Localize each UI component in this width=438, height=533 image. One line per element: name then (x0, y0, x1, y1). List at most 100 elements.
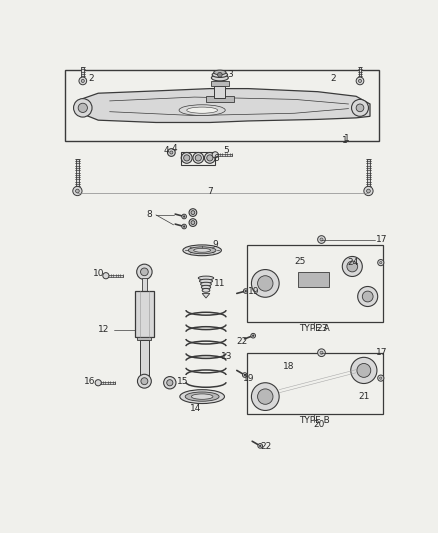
Text: 22: 22 (237, 337, 248, 346)
Ellipse shape (188, 247, 216, 254)
Ellipse shape (201, 282, 212, 286)
Circle shape (74, 99, 92, 117)
Bar (211, 81, 229, 86)
Ellipse shape (212, 75, 228, 81)
Circle shape (342, 256, 362, 277)
Circle shape (320, 351, 323, 354)
Circle shape (184, 155, 190, 161)
Polygon shape (265, 263, 369, 284)
Circle shape (218, 72, 222, 77)
Polygon shape (265, 366, 370, 403)
Bar (76, 159, 79, 191)
Circle shape (183, 225, 185, 228)
Text: 19: 19 (243, 374, 254, 383)
Bar (298, 272, 329, 287)
Circle shape (189, 209, 197, 216)
Text: 17: 17 (376, 235, 388, 244)
Ellipse shape (180, 390, 224, 403)
Text: 9: 9 (212, 240, 218, 249)
Circle shape (258, 443, 262, 448)
Circle shape (205, 152, 215, 163)
Text: 4: 4 (164, 147, 169, 156)
Bar (81, 67, 84, 81)
Text: 3: 3 (227, 70, 233, 79)
Text: 4: 4 (171, 144, 177, 153)
Circle shape (259, 445, 261, 447)
Bar (359, 67, 361, 81)
Circle shape (138, 374, 151, 388)
Ellipse shape (185, 392, 219, 401)
Bar (367, 159, 370, 191)
Circle shape (181, 152, 192, 163)
Bar (65, 70, 379, 141)
Circle shape (320, 238, 323, 241)
Circle shape (193, 152, 204, 163)
Circle shape (141, 378, 148, 385)
Circle shape (378, 260, 384, 265)
Text: 17: 17 (376, 348, 388, 357)
Text: 13: 13 (221, 352, 233, 361)
Circle shape (184, 155, 190, 161)
Text: 7: 7 (207, 187, 213, 196)
Text: 2: 2 (88, 74, 94, 83)
Ellipse shape (214, 70, 226, 75)
Ellipse shape (201, 285, 211, 289)
Text: 24: 24 (347, 258, 358, 267)
Circle shape (378, 375, 384, 381)
Ellipse shape (194, 248, 211, 252)
Text: 19: 19 (248, 287, 260, 296)
Text: 6: 6 (214, 154, 219, 163)
Text: 11: 11 (214, 279, 225, 288)
Polygon shape (106, 274, 123, 277)
Circle shape (367, 189, 370, 193)
Text: 5: 5 (223, 146, 229, 155)
Circle shape (205, 152, 215, 163)
Circle shape (207, 155, 213, 161)
Polygon shape (98, 382, 115, 384)
Circle shape (167, 149, 175, 156)
Ellipse shape (187, 107, 218, 113)
Circle shape (195, 155, 201, 161)
Bar (247, 245, 383, 322)
Circle shape (357, 364, 371, 377)
Circle shape (243, 373, 247, 377)
Circle shape (182, 224, 187, 229)
Circle shape (351, 357, 377, 384)
Ellipse shape (202, 288, 210, 292)
Circle shape (181, 152, 192, 163)
Text: 16: 16 (85, 377, 96, 386)
Circle shape (81, 79, 85, 83)
Ellipse shape (212, 72, 228, 77)
Text: 25: 25 (294, 257, 306, 266)
Circle shape (79, 77, 87, 85)
Circle shape (182, 214, 187, 219)
Circle shape (356, 104, 364, 112)
Circle shape (245, 290, 247, 292)
Polygon shape (83, 88, 370, 123)
Ellipse shape (198, 276, 214, 280)
Circle shape (195, 155, 201, 161)
Text: 8: 8 (147, 209, 152, 219)
Bar (206, 96, 234, 102)
Circle shape (244, 289, 248, 293)
Circle shape (95, 379, 101, 386)
Circle shape (318, 349, 325, 357)
Text: 14: 14 (190, 403, 201, 413)
Polygon shape (265, 289, 369, 306)
Circle shape (362, 291, 373, 302)
Circle shape (347, 261, 358, 272)
Bar (138, 336, 151, 341)
Polygon shape (215, 154, 232, 156)
Text: 21: 21 (358, 392, 370, 401)
Bar (135, 291, 154, 337)
Text: 22: 22 (260, 442, 271, 451)
Bar (247, 353, 383, 414)
Text: TYPE A: TYPE A (299, 324, 330, 333)
Bar (140, 340, 149, 377)
Circle shape (212, 152, 218, 158)
Circle shape (258, 389, 273, 405)
Circle shape (244, 374, 246, 376)
Circle shape (141, 268, 148, 276)
Circle shape (380, 377, 382, 379)
Circle shape (318, 236, 325, 244)
